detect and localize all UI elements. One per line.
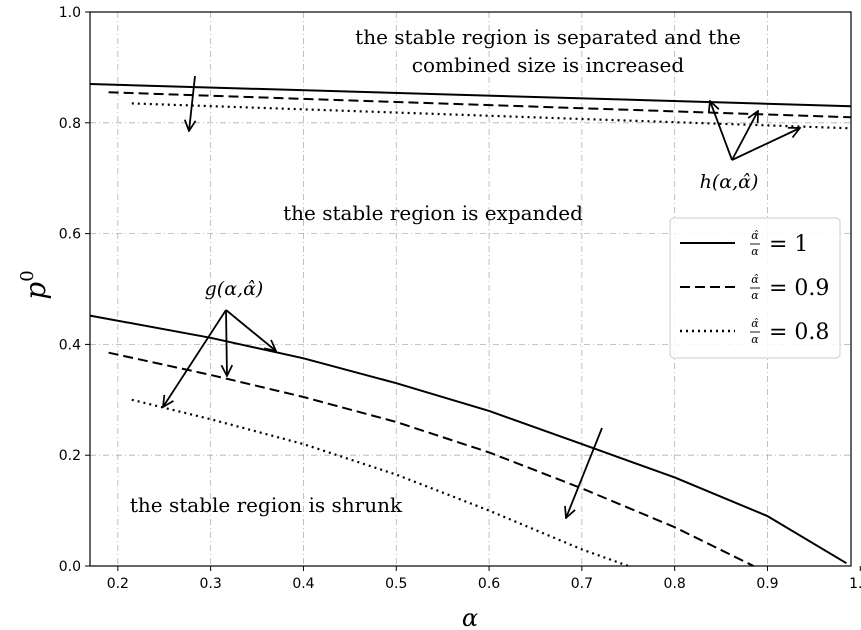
arrow-top-down	[189, 75, 195, 131]
x-tick-label: 0.4	[292, 576, 314, 592]
lower-curve-dashed	[108, 351, 755, 567]
legend-label: = 1	[769, 232, 808, 257]
legend-fraction-numerator: α̂	[751, 317, 759, 330]
y-tick-label: 0.8	[59, 116, 81, 132]
lower-curve-dotted	[131, 398, 629, 568]
arrow-g-dotted	[163, 309, 227, 407]
x-tick-label: 0.5	[385, 576, 407, 592]
legend: α̂ α = 1 α̂ α = 0.9 α̂ α = 0.8	[669, 217, 841, 359]
arrow-h-dotted	[731, 128, 800, 161]
x-axis-label: α	[462, 604, 478, 630]
legend-label: = 0.8	[769, 320, 829, 345]
arrow-g-solid	[225, 309, 276, 351]
y-axis-label: p0	[17, 270, 52, 299]
annotation-top-line1: the stable region is separated and the	[355, 25, 741, 49]
y-tick-label: 0.6	[59, 227, 81, 243]
upper-curve-solid	[89, 83, 852, 108]
legend-fraction-denominator: α	[751, 289, 759, 302]
upper-curve-dashed	[108, 91, 852, 119]
arrow-h-dashed	[731, 111, 758, 161]
x-tick-label: 0.7	[571, 576, 593, 592]
y-axis-label-superscript: 0	[17, 270, 38, 281]
x-tick-label: 0.3	[200, 576, 222, 592]
y-tick-label: 0.2	[59, 448, 81, 464]
x-tick-label: 0.8	[664, 576, 686, 592]
x-axis-ticks: 0.2 0.3 0.4 0.5 0.6 0.7 0.8 0.9 1.0	[107, 566, 861, 592]
x-tick-label: 0.2	[107, 576, 129, 592]
y-axis-label-main: p	[19, 282, 52, 300]
x-tick-label: 0.6	[478, 576, 500, 592]
legend-fraction-denominator: α	[751, 245, 759, 258]
arrow-h-solid	[710, 101, 733, 161]
legend-fraction-numerator: α̂	[751, 229, 759, 242]
annotation-g-function: g(α,α̂)	[205, 278, 264, 300]
annotation-expanded: the stable region is expanded	[283, 201, 583, 225]
upper-curve-dotted	[131, 102, 852, 130]
annotation-top-line2: combined size is increased	[412, 53, 685, 77]
plot-frame	[89, 11, 852, 567]
svg-text:p0: p0	[17, 270, 52, 299]
annotation-arrows	[163, 75, 800, 518]
legend-entries: α̂ α = 1 α̂ α = 0.9 α̂ α = 0.8	[680, 229, 829, 346]
arrow-g-dashed	[226, 309, 227, 376]
series-layer	[89, 83, 852, 568]
annotation-h-function: h(α,α̂)	[700, 171, 759, 193]
lower-curve-solid	[89, 314, 847, 565]
legend-label: = 0.9	[769, 276, 829, 301]
annotation-shrunk: the stable region is shrunk	[130, 493, 403, 517]
arrow-bottom-down	[566, 427, 603, 518]
legend-fraction-numerator: α̂	[751, 273, 759, 286]
y-tick-label: 0.0	[59, 559, 81, 575]
y-tick-label: 1.0	[59, 5, 81, 21]
legend-fraction-denominator: α	[751, 333, 759, 346]
x-tick-label: 0.9	[756, 576, 778, 592]
y-tick-label: 0.4	[59, 337, 81, 353]
y-axis-ticks: 0.0 0.2 0.4 0.6 0.8 1.0	[59, 5, 90, 575]
x-tick-label: 1.0	[849, 576, 861, 592]
